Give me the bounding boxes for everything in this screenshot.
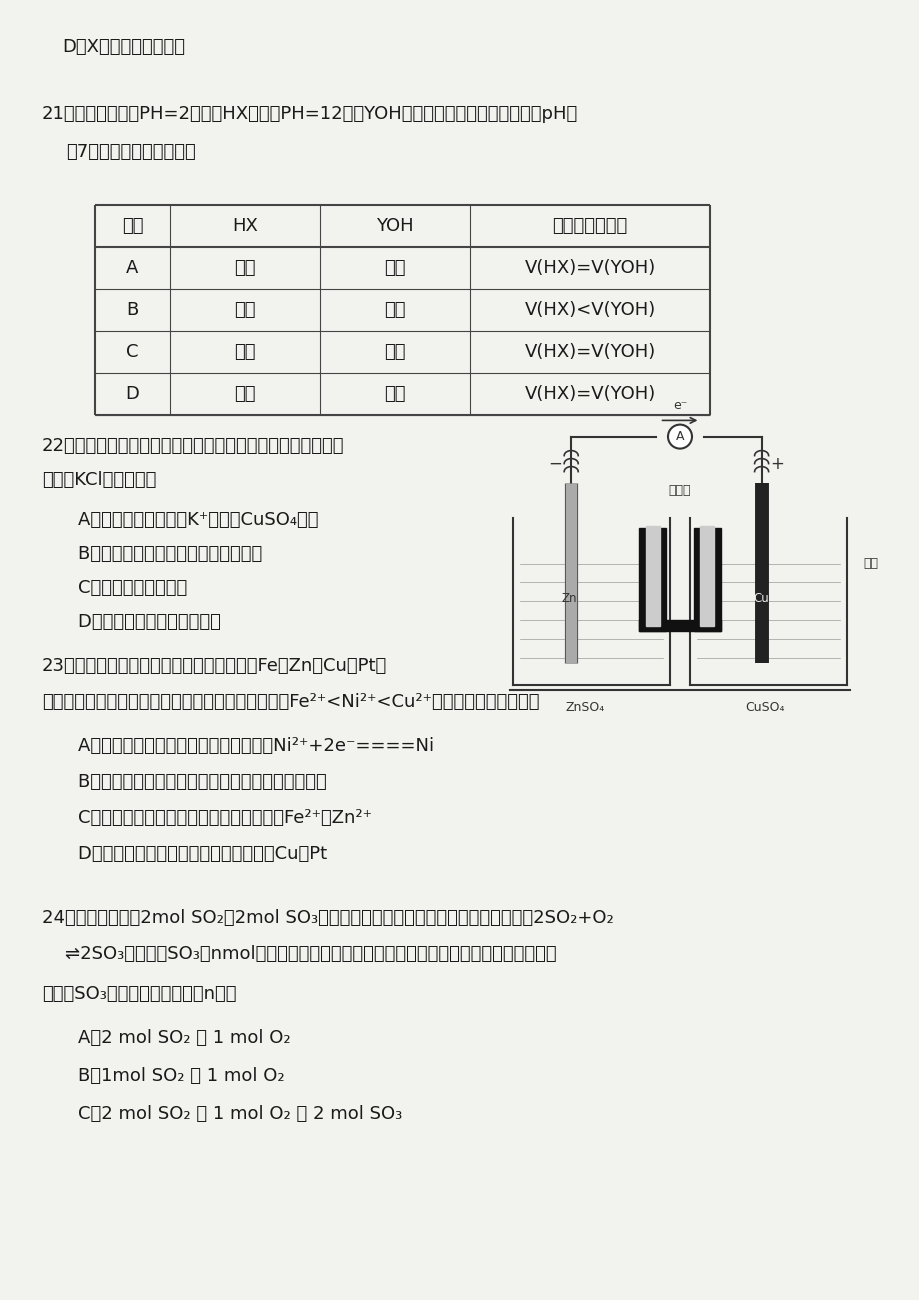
Circle shape	[667, 425, 691, 448]
Text: ⇌2SO₃，平衡时SO₃为nmol，在相同温度下，分别按下列配比在上述容器中放入起始物质，: ⇌2SO₃，平衡时SO₃为nmol，在相同温度下，分别按下列配比在上述容器中放入…	[42, 945, 556, 963]
Text: e⁻: e⁻	[672, 399, 686, 412]
Text: 22、有关如右图所示原电池的叙述，正确的是（盐桥中装有含: 22、有关如右图所示原电池的叙述，正确的是（盐桥中装有含	[42, 437, 344, 455]
Text: Zn: Zn	[561, 592, 576, 604]
Text: 溶液的体积关系: 溶液的体积关系	[551, 217, 627, 235]
Text: B．1mol SO₂ ＋ 1 mol O₂: B．1mol SO₂ ＋ 1 mol O₂	[55, 1067, 284, 1086]
Text: C: C	[126, 343, 139, 361]
Text: 强碱: 强碱	[384, 385, 405, 403]
Text: A．2 mol SO₂ ＋ 1 mol O₂: A．2 mol SO₂ ＋ 1 mol O₂	[55, 1030, 290, 1047]
Text: 弱碱: 弱碱	[384, 343, 405, 361]
Text: 杂质，可用电解法制备高纯度的镍。（已知：氧化性Fe²⁺<Ni²⁺<Cu²⁺），下列叙述正确的是: 杂质，可用电解法制备高纯度的镍。（已知：氧化性Fe²⁺<Ni²⁺<Cu²⁺），下…	[42, 693, 539, 711]
Text: B．电解过程中，阳极质量减少与阴极质量增加相等: B．电解过程中，阳极质量减少与阴极质量增加相等	[55, 774, 326, 790]
Text: 电流计: 电流计	[668, 484, 690, 497]
Text: V(HX)=V(YOH): V(HX)=V(YOH)	[524, 259, 655, 277]
Text: A．阳极发生还原反应，其电极反应式：Ni²⁺+2e⁻====Ni: A．阳极发生还原反应，其电极反应式：Ni²⁺+2e⁻====Ni	[55, 737, 434, 755]
Text: 弱酸: 弱酸	[234, 385, 255, 403]
Text: 强酸: 强酸	[234, 343, 255, 361]
Text: 盐桥: 盐桥	[863, 556, 878, 569]
Polygon shape	[639, 528, 665, 630]
Text: C．铜片上有气泡逸出: C．铜片上有气泡逸出	[55, 578, 187, 597]
Polygon shape	[699, 525, 713, 625]
Text: V(HX)=V(YOH): V(HX)=V(YOH)	[524, 343, 655, 361]
Text: 琼胶的KCl饱和溶液）: 琼胶的KCl饱和溶液）	[42, 471, 156, 489]
Text: −: −	[548, 455, 562, 473]
Text: Cu: Cu	[753, 592, 768, 604]
Text: C．2 mol SO₂ ＋ 1 mol O₂ ＋ 2 mol SO₃: C．2 mol SO₂ ＋ 1 mol O₂ ＋ 2 mol SO₃	[55, 1105, 402, 1123]
Text: V(HX)<V(YOH): V(HX)<V(YOH)	[524, 302, 655, 318]
Text: 强碱: 强碱	[384, 259, 405, 277]
Text: 于7。下表中判断合理的是: 于7。下表中判断合理的是	[66, 143, 196, 161]
Polygon shape	[645, 525, 659, 625]
Text: A: A	[675, 430, 684, 443]
Text: HX: HX	[232, 217, 257, 235]
Text: D．X与滤纸接触处变红: D．X与滤纸接触处变红	[62, 38, 185, 56]
Text: ZnSO₄: ZnSO₄	[564, 701, 604, 714]
Text: 平衡时SO₃的物质的量可能大于n的是: 平衡时SO₃的物质的量可能大于n的是	[42, 985, 236, 1004]
Text: 21、常温下，现有PH=2的某酸HX溶液和PH=12某碱YOH溶液，两溶液混合后，溶液的pH小: 21、常温下，现有PH=2的某酸HX溶液和PH=12某碱YOH溶液，两溶液混合后…	[42, 105, 578, 124]
Text: 强酸: 强酸	[234, 259, 255, 277]
Text: D．反应前后铜片质量不改变: D．反应前后铜片质量不改变	[55, 614, 221, 630]
Polygon shape	[693, 528, 720, 630]
Text: 24、一定条件下将2mol SO₂和2mol SO₃气体混合于一固定容积的容器中，发生反应：2SO₂+O₂: 24、一定条件下将2mol SO₂和2mol SO₃气体混合于一固定容积的容器中…	[42, 909, 613, 927]
Text: CuSO₄: CuSO₄	[744, 701, 784, 714]
Text: C．电解后，溶液中存在的金属阳离子只有Fe²⁺和Zn²⁺: C．电解后，溶液中存在的金属阳离子只有Fe²⁺和Zn²⁺	[55, 809, 371, 827]
Text: +: +	[770, 455, 784, 473]
Text: 强碱: 强碱	[384, 302, 405, 318]
Text: B．取出盐桥后，电流计依然发生偏转: B．取出盐桥后，电流计依然发生偏转	[55, 545, 262, 563]
Text: YOH: YOH	[376, 217, 414, 235]
Text: D: D	[125, 385, 140, 403]
Text: A: A	[126, 259, 139, 277]
Polygon shape	[639, 620, 720, 630]
Text: D．电解后，电解槽底部的阳极泥中只有Cu和Pt: D．电解后，电解槽底部的阳极泥中只有Cu和Pt	[55, 845, 327, 863]
Text: 编号: 编号	[121, 217, 143, 235]
Text: 强酸: 强酸	[234, 302, 255, 318]
Text: A．反应中，盐桥中的K⁺会移向CuSO₄溶液: A．反应中，盐桥中的K⁺会移向CuSO₄溶液	[55, 511, 318, 529]
Text: B: B	[126, 302, 139, 318]
Text: V(HX)=V(YOH): V(HX)=V(YOH)	[524, 385, 655, 403]
Text: 23、金属镍有广泛的用途。粗镍中含有少量Fe、Zn、Cu、Pt等: 23、金属镍有广泛的用途。粗镍中含有少量Fe、Zn、Cu、Pt等	[42, 656, 387, 675]
